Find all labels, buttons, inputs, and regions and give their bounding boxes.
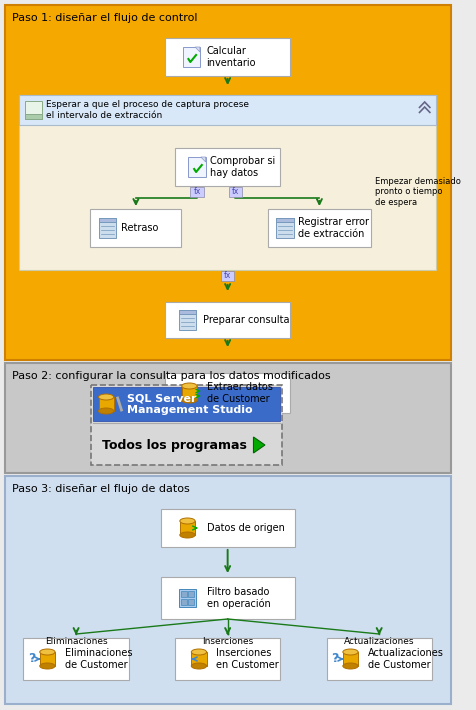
Text: Inserciones
en Customer: Inserciones en Customer [216, 648, 279, 670]
Bar [23, 638, 129, 680]
Text: fx: fx [224, 271, 231, 280]
Bar [166, 38, 290, 76]
Bar [99, 218, 116, 222]
Bar [5, 476, 450, 704]
Bar [166, 302, 290, 338]
Ellipse shape [191, 649, 207, 655]
Polygon shape [253, 437, 265, 453]
Text: fx: fx [193, 187, 201, 197]
Text: ?: ? [29, 652, 36, 665]
Bar [188, 599, 194, 605]
Bar [181, 591, 187, 597]
Bar [190, 187, 204, 197]
Text: Paso 1: diseñar el flujo de control: Paso 1: diseñar el flujo de control [12, 13, 198, 23]
Bar [93, 387, 280, 421]
Bar [191, 652, 207, 666]
Bar [221, 271, 234, 281]
Bar [99, 397, 114, 411]
Bar [183, 47, 200, 67]
Ellipse shape [180, 532, 195, 538]
Bar [228, 187, 242, 197]
Bar [90, 209, 181, 247]
Bar [175, 148, 280, 186]
Text: Paso 2: configurar la consulta para los datos modificados: Paso 2: configurar la consulta para los … [12, 371, 331, 381]
Bar [343, 652, 358, 666]
Text: Retraso: Retraso [120, 223, 158, 233]
Bar [5, 363, 450, 473]
Bar [99, 218, 116, 238]
Ellipse shape [182, 383, 197, 389]
Text: Preparar consulta: Preparar consulta [203, 315, 289, 325]
Bar [277, 218, 294, 222]
Ellipse shape [343, 649, 358, 655]
Bar [25, 114, 42, 119]
Text: Esperar a que el proceso de captura procese
el intervalo de extracción: Esperar a que el proceso de captura proc… [46, 100, 249, 120]
Text: Registrar error
de extracción: Registrar error de extracción [298, 217, 369, 239]
Text: Comprobar si
hay datos: Comprobar si hay datos [210, 156, 276, 178]
Polygon shape [201, 157, 206, 162]
Text: Paso 3: diseñar el flujo de datos: Paso 3: diseñar el flujo de datos [12, 484, 190, 494]
Text: Extraer datos
de Customer: Extraer datos de Customer [207, 382, 272, 404]
Ellipse shape [40, 663, 55, 669]
Text: Calcular
inventario: Calcular inventario [207, 46, 256, 67]
Ellipse shape [191, 663, 207, 669]
Bar [179, 589, 196, 607]
Bar [19, 95, 436, 125]
Text: Datos de origen: Datos de origen [207, 523, 285, 533]
Bar [268, 209, 371, 247]
Bar [277, 218, 294, 238]
Text: Todos los programas: Todos los programas [102, 439, 247, 452]
Text: Eliminaciones: Eliminaciones [45, 637, 108, 646]
Ellipse shape [99, 394, 114, 400]
Ellipse shape [182, 397, 197, 403]
Text: Inserciones: Inserciones [202, 637, 253, 646]
Text: Actualizaciones
de Customer: Actualizaciones de Customer [368, 648, 444, 670]
Bar [188, 157, 206, 177]
Ellipse shape [180, 518, 195, 524]
Bar [182, 386, 197, 400]
Ellipse shape [40, 649, 55, 655]
Text: Actualizaciones: Actualizaciones [344, 637, 415, 646]
Bar [180, 521, 195, 535]
Bar [91, 385, 282, 465]
Text: ?: ? [331, 652, 339, 665]
Text: Eliminaciones
de Customer: Eliminaciones de Customer [65, 648, 132, 670]
Ellipse shape [99, 408, 114, 414]
Bar [166, 373, 290, 413]
Bar [25, 101, 42, 119]
Ellipse shape [343, 663, 358, 669]
Text: Filtro basado
en operación: Filtro basado en operación [207, 587, 270, 609]
Text: Empezar demasiado
pronto o tiempo
de espera: Empezar demasiado pronto o tiempo de esp… [375, 177, 461, 207]
Bar [175, 638, 280, 680]
Text: SQL Server
Management Studio: SQL Server Management Studio [127, 393, 253, 415]
Bar [19, 95, 436, 270]
Bar [181, 599, 187, 605]
Bar [327, 638, 432, 680]
Bar [161, 509, 295, 547]
Bar [179, 310, 196, 314]
Text: fx: fx [232, 187, 239, 197]
Bar [161, 577, 295, 619]
Bar [188, 591, 194, 597]
Polygon shape [195, 47, 200, 52]
Bar [179, 310, 196, 330]
Bar [40, 652, 55, 666]
Bar [5, 5, 450, 360]
